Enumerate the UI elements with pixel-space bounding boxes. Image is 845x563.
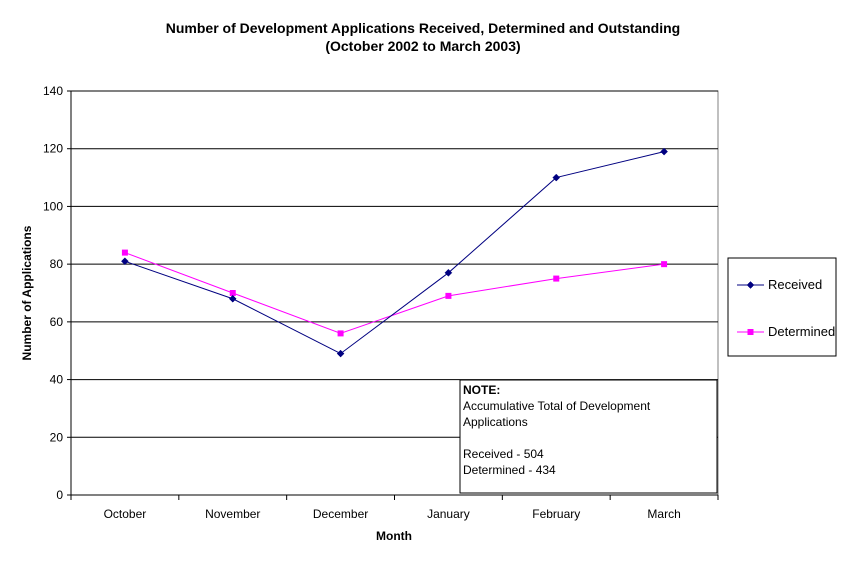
x-axis-title: Month [376, 529, 412, 543]
series-layer [121, 147, 668, 358]
y-axis-ticks: 0 20 40 60 80 100 120 140 [43, 84, 71, 502]
legend-swatch-marker [746, 281, 755, 289]
y-tick-label: 140 [43, 84, 63, 98]
y-tick-label: 20 [50, 430, 64, 444]
data-point-received [228, 294, 237, 303]
legend-frame [727, 257, 837, 357]
note-line-3: Received - 504 [463, 447, 544, 461]
data-point-determined [661, 261, 668, 268]
note-heading: NOTE: [463, 383, 500, 397]
x-tick-label: November [205, 507, 260, 521]
data-point-received [121, 257, 129, 266]
data-point-received [336, 349, 345, 358]
x-tick-label: February [532, 507, 580, 521]
y-tick-label: 40 [50, 373, 64, 387]
legend: Received Determined [727, 257, 837, 357]
x-axis-ticks: October November December January February Ma… [70, 495, 719, 521]
series-line-determined [124, 252, 665, 334]
note-line-2: Applications [463, 415, 528, 429]
legend-label: Received [768, 277, 822, 292]
x-tick-label: December [313, 507, 368, 521]
legend-label: Determined [768, 324, 835, 339]
x-tick-label: January [427, 507, 470, 521]
series-line-received [124, 151, 665, 355]
data-point-received [552, 173, 561, 182]
data-point-determined [445, 292, 452, 299]
chart-title: Number of Development Applications Recei… [166, 20, 680, 36]
y-axis-title: Number of Applications [20, 225, 34, 360]
data-point-determined [337, 330, 344, 337]
note-box: NOTE: Accumulative Total of Development … [459, 379, 718, 494]
y-tick-label: 100 [43, 199, 63, 213]
y-tick-label: 80 [50, 257, 64, 271]
legend-item-determined: Determined [737, 324, 835, 339]
y-tick-label: 0 [56, 488, 63, 502]
note-box-frame [459, 379, 718, 494]
data-point-received [444, 268, 453, 277]
legend-item-received: Received [737, 277, 822, 292]
note-line-4: Determined - 434 [463, 463, 556, 477]
x-tick-label: October [104, 507, 147, 521]
data-point-determined [229, 290, 236, 296]
legend-swatch-marker [747, 329, 754, 335]
series-determined [121, 249, 668, 337]
data-point-received [660, 147, 668, 156]
data-point-determined [121, 249, 128, 256]
series-received [121, 147, 668, 358]
data-point-determined [553, 275, 560, 282]
note-line-1: Accumulative Total of Development [463, 399, 651, 413]
chart-subtitle: (October 2002 to March 2003) [325, 38, 520, 54]
x-tick-label: March [647, 507, 680, 521]
y-tick-label: 60 [50, 315, 64, 329]
y-tick-label: 120 [43, 142, 63, 156]
legend-items: Received Determined [737, 277, 835, 339]
